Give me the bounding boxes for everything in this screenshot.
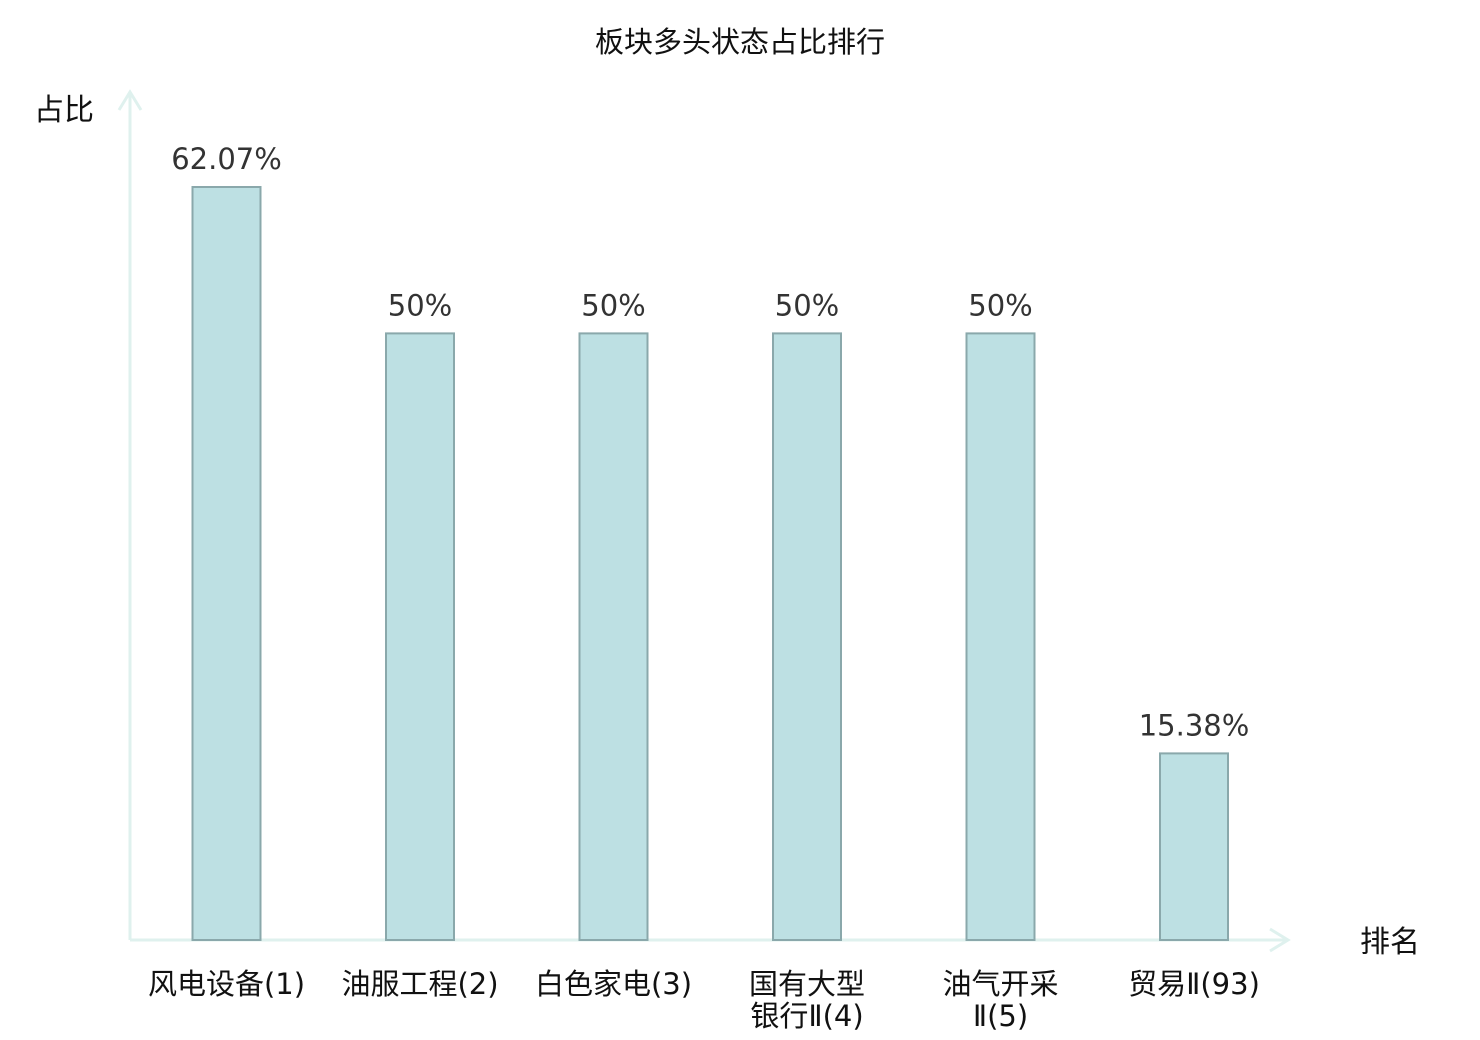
x-axis-label: 排名 <box>1360 925 1420 960</box>
x-axis <box>130 927 1291 953</box>
x-tick-label-line: 油气开采 <box>942 967 1058 1001</box>
x-axis-arrow <box>1269 927 1291 953</box>
y-axis-label: 占比 <box>34 93 94 128</box>
bar <box>191 186 262 941</box>
x-tick-label-line: 油服工程(2) <box>341 967 498 1001</box>
bar <box>385 332 455 941</box>
bar <box>965 332 1036 941</box>
bar <box>1159 752 1229 942</box>
x-tick-label: 白色家电(3) <box>535 967 692 1001</box>
bars <box>191 186 1229 942</box>
value-labels: 62.07% 50% 50% 50% 50% 15.38% <box>171 142 1249 742</box>
bar-value-label: 50% <box>968 288 1032 322</box>
x-tick-label: 风电设备(1) <box>148 967 305 1001</box>
x-tick-label-line: 白色家电(3) <box>535 967 692 1001</box>
x-tick-label: 贸易Ⅱ(93) <box>1128 967 1260 1001</box>
chart-title: 板块多头状态占比排行 <box>595 25 885 59</box>
x-tick-label-line: 风电设备(1) <box>148 967 305 1001</box>
y-axis <box>117 89 143 940</box>
bar <box>578 332 649 941</box>
x-tick-label-line: 贸易Ⅱ(93) <box>1128 967 1260 1001</box>
bar-value-label: 50% <box>775 288 839 322</box>
x-tick-label: 油气开采 Ⅱ(5) <box>942 967 1058 1033</box>
bar-value-label: 62.07% <box>171 142 282 176</box>
y-axis-arrow <box>117 89 143 111</box>
bar <box>772 332 842 941</box>
bar-value-label: 15.38% <box>1139 708 1250 742</box>
bar-value-label: 50% <box>388 288 452 322</box>
x-tick-label-line: Ⅱ(5) <box>973 999 1028 1033</box>
x-tick-label-line: 国有大型 <box>749 967 865 1001</box>
x-tick-label: 油服工程(2) <box>341 967 498 1001</box>
x-tick-label-line: 银行Ⅱ(4) <box>750 999 863 1033</box>
x-tick-label: 国有大型银行Ⅱ(4) <box>749 967 865 1033</box>
category-labels: 风电设备(1) 油服工程(2) 白色家电(3) 国有大型银行Ⅱ(4) 油气开采 Ⅱ(5) 贸… <box>148 967 1260 1033</box>
bar-value-label: 50% <box>581 288 645 322</box>
